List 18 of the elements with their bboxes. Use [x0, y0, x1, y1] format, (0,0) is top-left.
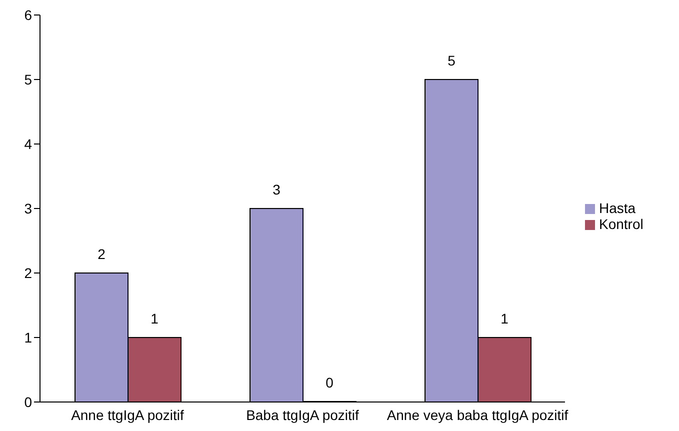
data-label: 3 [272, 182, 281, 198]
x-tick-label: Baba ttgIgA pozitif [246, 406, 360, 423]
x-tick-label: Anne ttgIgA pozitif [71, 406, 184, 423]
data-label: 5 [448, 52, 456, 68]
data-label: 2 [98, 246, 106, 262]
y-tick-label: 4 [24, 136, 32, 152]
y-tick-label: 2 [24, 264, 32, 281]
y-tick-label: 3 [24, 200, 32, 216]
y-tick-label: 6 [24, 6, 32, 23]
data-label: 0 [326, 374, 334, 390]
y-tick-label: 0 [24, 394, 32, 410]
x-tick-label: Anne veya baba ttgIgA pozitif [386, 406, 568, 423]
data-label: 1 [500, 310, 509, 326]
y-tick-label: 5 [24, 71, 32, 88]
legend-label: Hasta [599, 200, 636, 216]
y-tick-label: 1 [24, 329, 32, 346]
legend-label: Kontrol [599, 216, 644, 232]
data-label: 1 [150, 310, 159, 326]
